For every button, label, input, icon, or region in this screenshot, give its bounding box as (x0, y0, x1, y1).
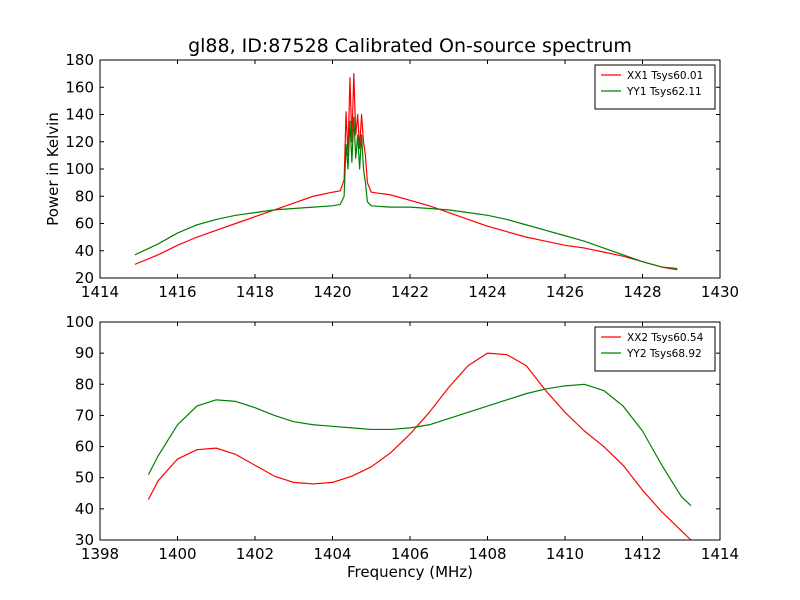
x-tick-label: 1418 (236, 283, 274, 301)
x-tick-label: 1410 (546, 545, 584, 563)
legend-entry: XX1 Tsys60.01 (627, 70, 703, 82)
legend-box (594, 326, 716, 372)
legend-entry: XX2 Tsys60.54 (627, 332, 704, 344)
y-tick-label: 60 (75, 215, 94, 233)
legend-box (594, 64, 716, 110)
series-line-1 (134, 73, 678, 271)
y-tick-label: 50 (75, 469, 94, 487)
y-tick-label: 100 (65, 160, 94, 178)
x-tick-label: 1422 (391, 283, 429, 301)
y-tick-label: 40 (75, 242, 94, 260)
legend: XX2 Tsys60.54 YY2 Tsys68.92 (594, 326, 716, 372)
y-tick-label: 100 (65, 313, 94, 331)
x-tick-label: 1398 (81, 545, 119, 563)
y-tick-label: 30 (75, 531, 94, 549)
series-line-2 (147, 383, 692, 507)
y-tick-label: 20 (75, 269, 94, 287)
series-line-1 (147, 352, 692, 541)
chart-panel-1: 1414 1416 1418 1420 1422 1424 1426 1428 1430 20 40… (44, 35, 739, 301)
x-tick-label: 1426 (546, 283, 584, 301)
x-tick-label: 1412 (623, 545, 661, 563)
legend-entry: YY1 Tsys62.11 (626, 86, 702, 98)
x-tick-label: 1404 (313, 545, 351, 563)
y-tick-label: 140 (65, 106, 94, 124)
chart-panel-2: 1398 1400 1402 1404 1406 1408 1410 1412 1414 30 40… (65, 313, 739, 581)
y-tick-label: 90 (75, 344, 94, 362)
x-tick-label: 1430 (701, 283, 739, 301)
y-tick-label: 60 (75, 438, 94, 456)
x-tick-label: 1406 (391, 545, 429, 563)
x-tick-label: 1400 (158, 545, 196, 563)
legend-entry: YY2 Tsys68.92 (626, 348, 702, 360)
x-tick-label: 1414 (81, 283, 119, 301)
y-tick-label: 80 (75, 375, 94, 393)
x-tick-label: 1402 (236, 545, 274, 563)
x-tick-label: 1414 (701, 545, 739, 563)
y-tick-label: 180 (65, 51, 94, 69)
y-tick-label: 160 (65, 78, 94, 96)
y-tick-label: 70 (75, 406, 94, 424)
y-tick-label: 80 (75, 187, 94, 205)
y-axis-label: Power in Kelvin (44, 112, 62, 226)
x-axis-label: Frequency (MHz) (347, 563, 473, 581)
x-tick-label: 1408 (468, 545, 506, 563)
y-tick-label: 120 (65, 133, 94, 151)
x-tick-label: 1416 (158, 283, 196, 301)
x-tick-label: 1420 (313, 283, 351, 301)
legend: XX1 Tsys60.01 YY1 Tsys62.11 (594, 64, 716, 110)
chart-title: gl88, ID:87528 Calibrated On-source spec… (188, 35, 632, 57)
x-tick-label: 1424 (468, 283, 506, 301)
x-tick-label: 1428 (623, 283, 661, 301)
series-line-2 (134, 116, 678, 270)
y-tick-label: 40 (75, 500, 94, 518)
